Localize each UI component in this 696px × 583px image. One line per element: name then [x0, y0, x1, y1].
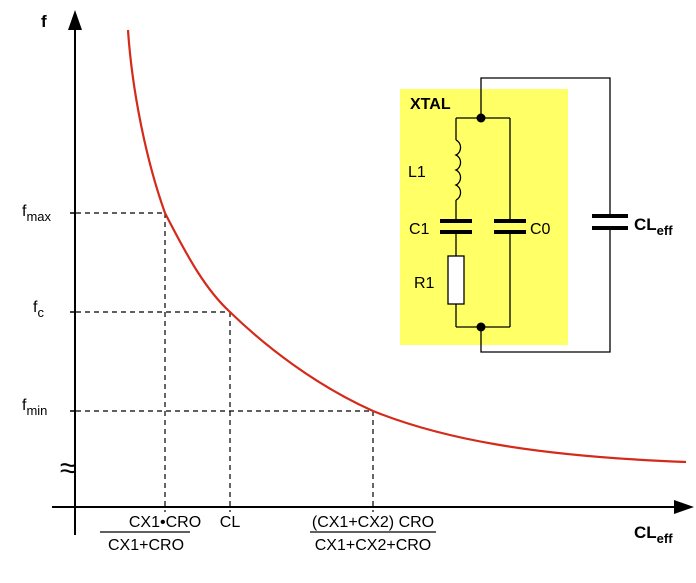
label-c0: C0	[530, 221, 551, 238]
y-axis-arrow	[68, 10, 82, 30]
frequency-curve	[126, 29, 687, 464]
y-axis-label: f	[41, 12, 47, 31]
x-tick1-numerator: CX1•CRO	[129, 514, 201, 531]
y-tick-fmax: fmax	[22, 203, 52, 224]
axis-break-symbol: ≈	[60, 452, 76, 485]
x-tick3-denominator: CX1+CX2+CRO	[315, 537, 432, 554]
x-axis-arrow	[674, 500, 694, 514]
junction-top	[476, 113, 486, 123]
axes: f CLeff ≈	[41, 10, 694, 546]
guide-lines	[76, 212, 374, 512]
y-tick-fmin: fmin	[22, 397, 47, 418]
xtal-box	[400, 89, 568, 345]
x-tick3-numerator: (CX1+CX2) CRO	[312, 514, 434, 531]
label-l1: L1	[408, 164, 426, 181]
inductor-l1	[454, 139, 462, 201]
x-tick-labels: CX1•CRO CX1+CRO CL (CX1+CX2) CRO CX1+CX2…	[100, 514, 436, 554]
xtal-title: XTAL	[410, 96, 451, 113]
y-tick-marks	[70, 212, 75, 412]
label-r1: R1	[414, 275, 435, 292]
y-tick-fc: fc	[33, 299, 44, 320]
resistor-r1	[447, 255, 465, 305]
y-tick-labels: fmax fc fmin	[22, 203, 52, 418]
xtal-circuit: XTAL	[400, 77, 673, 353]
x-axis-label: CLeff	[634, 523, 673, 546]
outer-wire-top	[480, 77, 611, 214]
x-tick2-label: CL	[220, 514, 241, 531]
junction-bottom	[476, 322, 486, 332]
x-tick1-denominator: CX1+CRO	[108, 537, 184, 554]
label-cleff: CLeff	[634, 215, 673, 238]
label-c1: C1	[409, 221, 430, 238]
outer-wire-bottom	[480, 230, 611, 353]
